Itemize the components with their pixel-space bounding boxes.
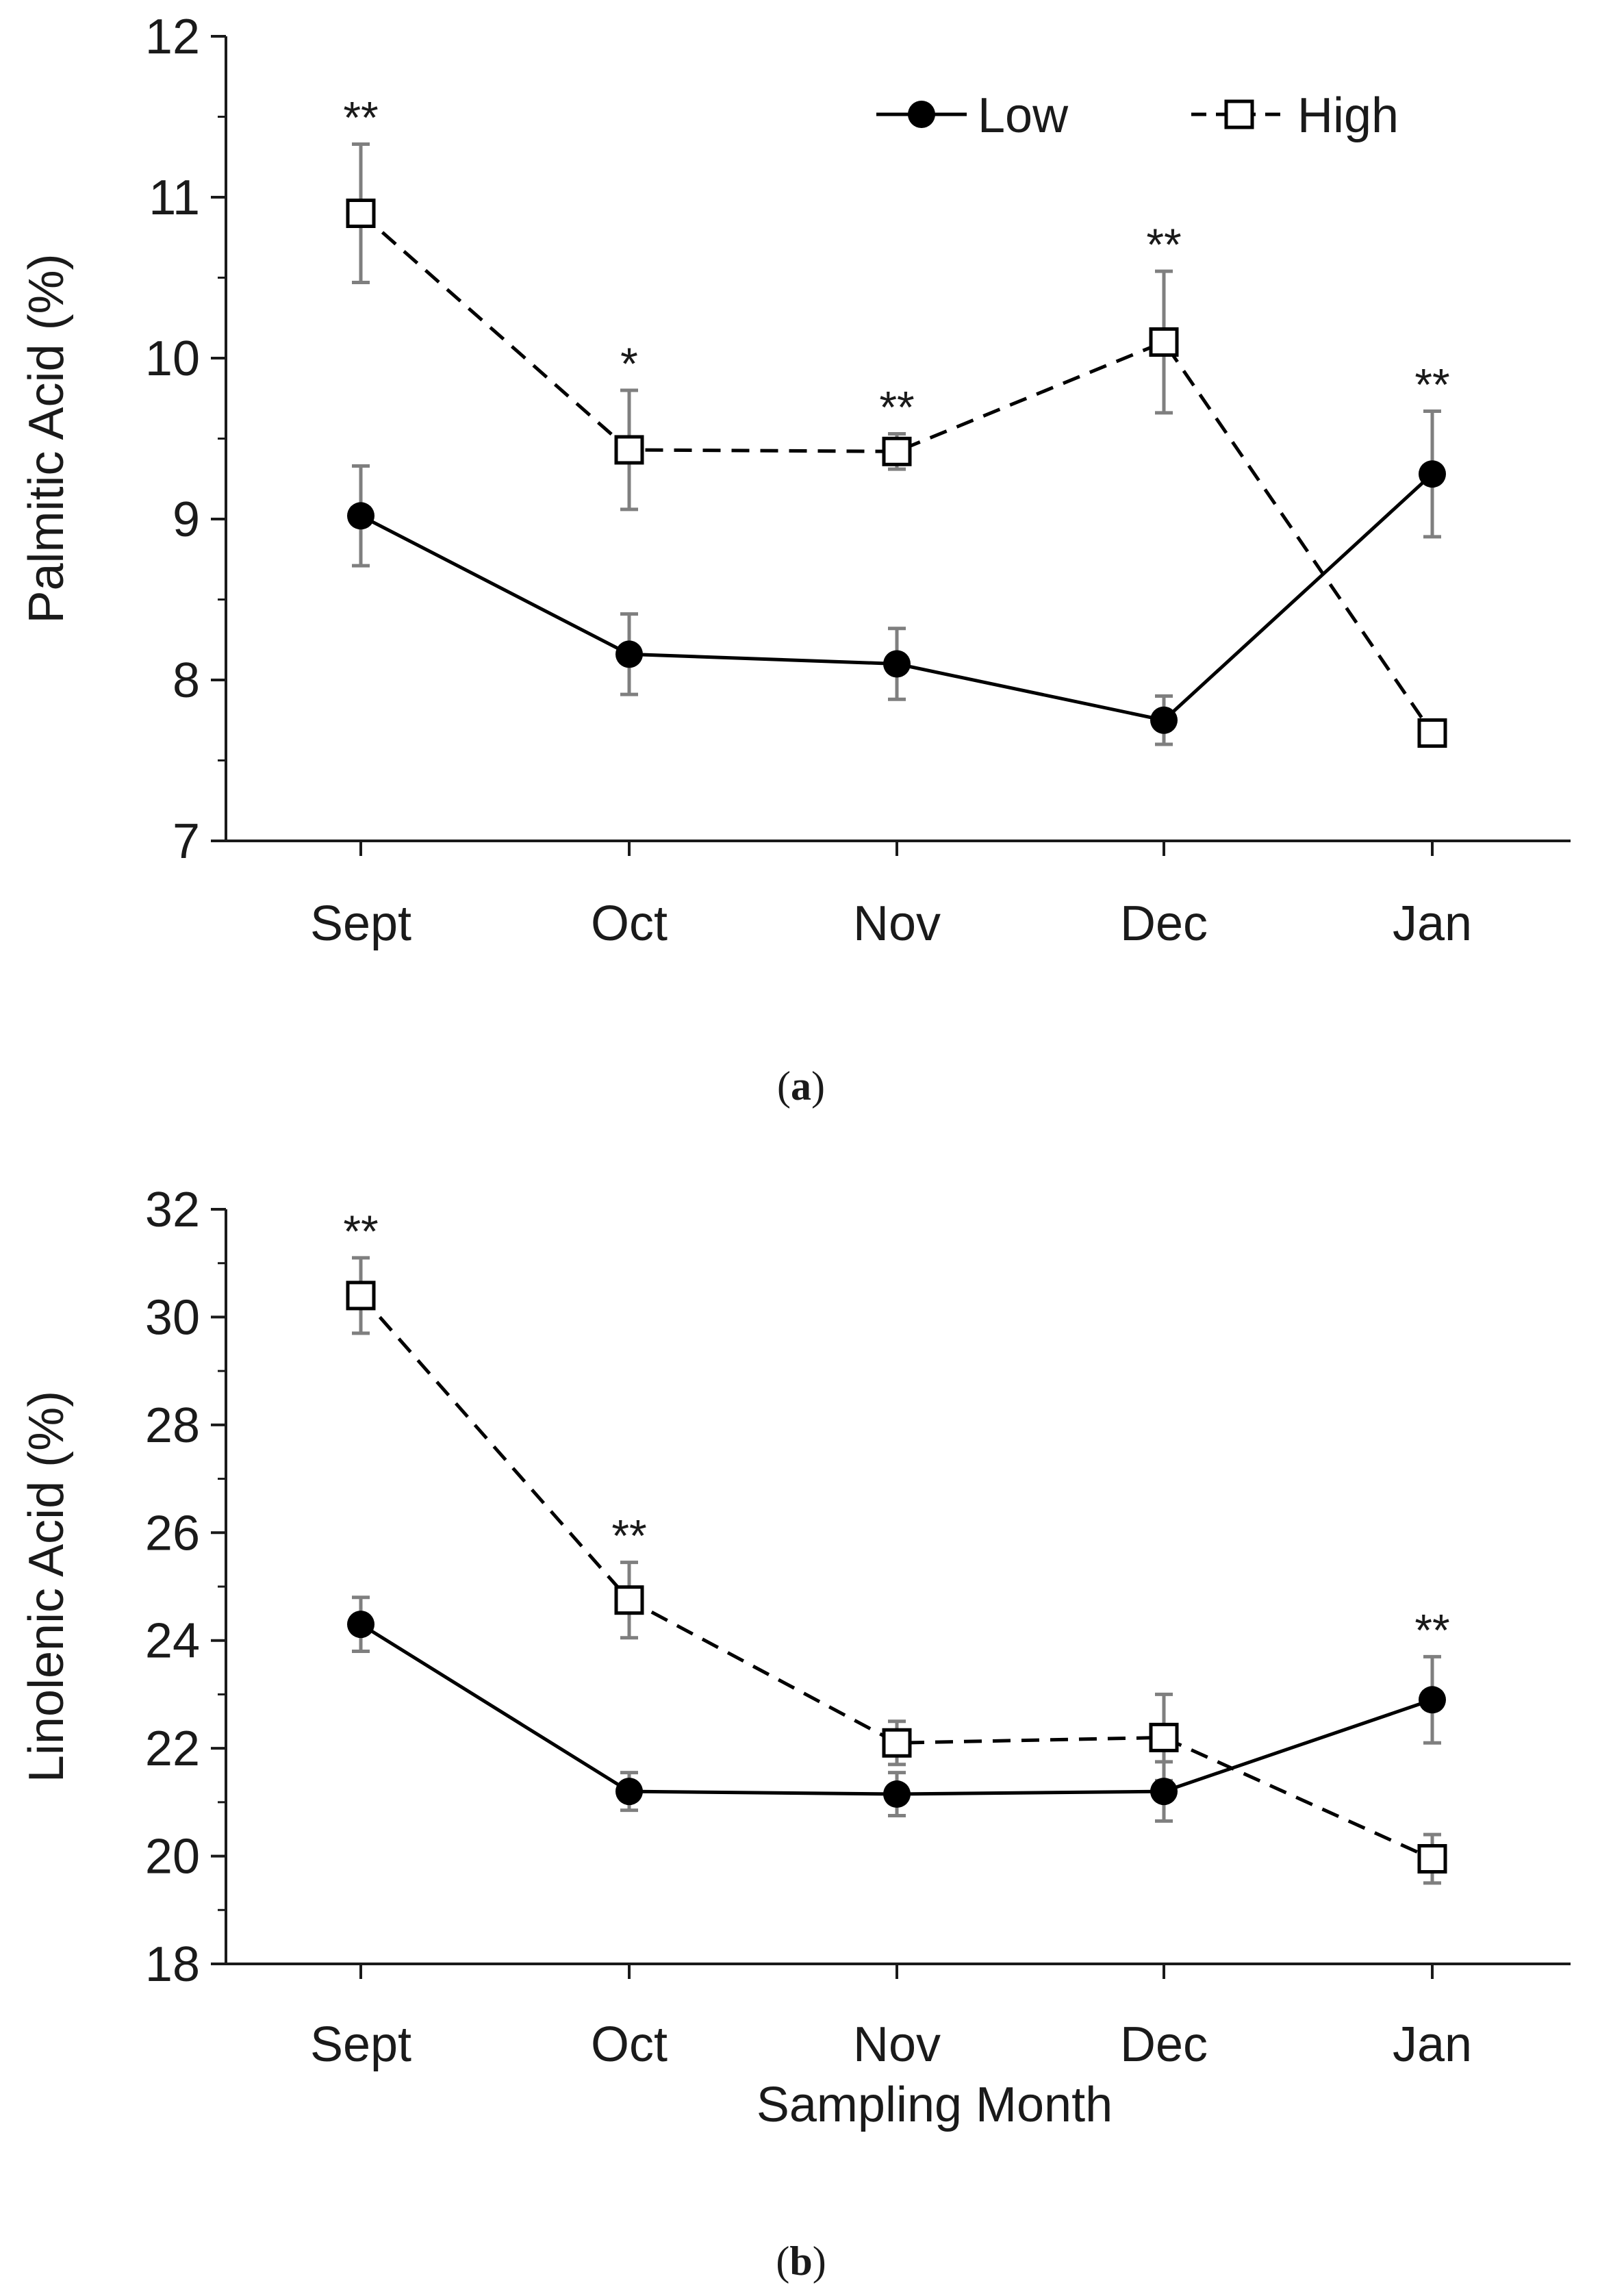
y-tick-label: 28 (145, 1398, 200, 1453)
y-tick-label: 18 (145, 1937, 200, 1992)
data-point-low-nov (883, 650, 911, 678)
data-point-high-dec (1149, 1722, 1179, 1752)
legend-marker-high (1224, 99, 1254, 129)
data-point-low-nov (883, 1780, 911, 1808)
y-tick-label: 11 (149, 171, 200, 225)
x-axis-title: Sampling Month (757, 2078, 1113, 2132)
data-point-low-jan (1419, 1686, 1446, 1714)
y-axis-title: Linolenic Acid (%) (19, 1391, 74, 1782)
y-tick-label: 12 (145, 10, 200, 64)
significance-marker: * (620, 338, 638, 389)
legend-label-high: High (1297, 88, 1399, 143)
significance-marker: ** (1414, 359, 1449, 410)
significance-marker: ** (343, 1206, 378, 1257)
y-tick-label: 22 (145, 1721, 200, 1776)
x-tick-label-jan: Jan (1393, 896, 1472, 951)
data-point-low-oct (615, 640, 643, 668)
data-point-low-jan (1419, 460, 1446, 488)
data-point-high-sept (346, 1281, 376, 1311)
legend-label-low: Low (978, 88, 1069, 143)
significance-marker: ** (611, 1511, 646, 1561)
legend: Low High (876, 88, 1399, 143)
data-point-high-dec (1149, 327, 1179, 357)
legend-marker-low (908, 101, 935, 128)
x-tick-label-jan: Jan (1393, 2017, 1472, 2072)
y-tick-label: 10 (145, 331, 200, 386)
significance-marker: ** (343, 92, 378, 142)
data-point-high-oct (614, 1585, 644, 1615)
x-tick-label-nov: Nov (853, 896, 941, 951)
x-tick-label-dec: Dec (1120, 896, 1208, 951)
x-tick-label-oct: Oct (591, 2017, 668, 2072)
x-tick-label-nov: Nov (853, 2017, 941, 2072)
data-point-low-dec (1150, 1778, 1178, 1806)
data-point-high-jan (1417, 718, 1447, 748)
significance-marker: ** (1146, 219, 1181, 270)
y-tick-label: 7 (173, 814, 200, 869)
data-point-high-jan (1417, 1844, 1447, 1874)
caption-b: (b) (776, 2238, 826, 2284)
data-point-low-oct (615, 1778, 643, 1806)
y-tick-label: 30 (145, 1290, 200, 1345)
data-point-high-sept (346, 199, 376, 228)
data-point-high-nov (882, 1728, 912, 1758)
x-tick-label-oct: Oct (591, 896, 668, 951)
caption-a: (a) (777, 1063, 825, 1109)
series-line-high (359, 1294, 1434, 1860)
y-axis-title: Palmitic Acid (%) (19, 253, 74, 623)
data-point-high-oct (614, 435, 644, 465)
series-line-high (359, 212, 1434, 734)
y-tick-label: 8 (173, 653, 200, 708)
y-tick-label: 9 (173, 492, 200, 547)
significance-marker: ** (879, 381, 914, 432)
data-point-low-dec (1150, 706, 1178, 734)
y-tick-label: 20 (145, 1830, 200, 1884)
y-tick-label: 26 (145, 1506, 200, 1561)
x-tick-label-dec: Dec (1120, 2017, 1208, 2072)
series-line-low (359, 1622, 1433, 1796)
x-tick-label-sept: Sept (310, 896, 411, 951)
y-tick-label: 32 (145, 1183, 200, 1237)
data-point-high-nov (882, 436, 912, 466)
x-tick-label-sept: Sept (310, 2017, 411, 2072)
y-tick-label: 24 (145, 1614, 200, 1669)
significance-marker: ** (1414, 1604, 1449, 1655)
chart-linolenic-acid: 18 20 22 24 26 28 30 32 Sept Oct Nov Dec Jan Linoleni… (19, 1183, 1571, 2132)
data-point-low-sept (347, 502, 374, 530)
chart-palmitic-acid: 7 8 9 10 11 12 Sept Oct Nov Dec Jan Palmitic Acid (… (19, 10, 1571, 951)
data-point-low-sept (347, 1611, 374, 1639)
